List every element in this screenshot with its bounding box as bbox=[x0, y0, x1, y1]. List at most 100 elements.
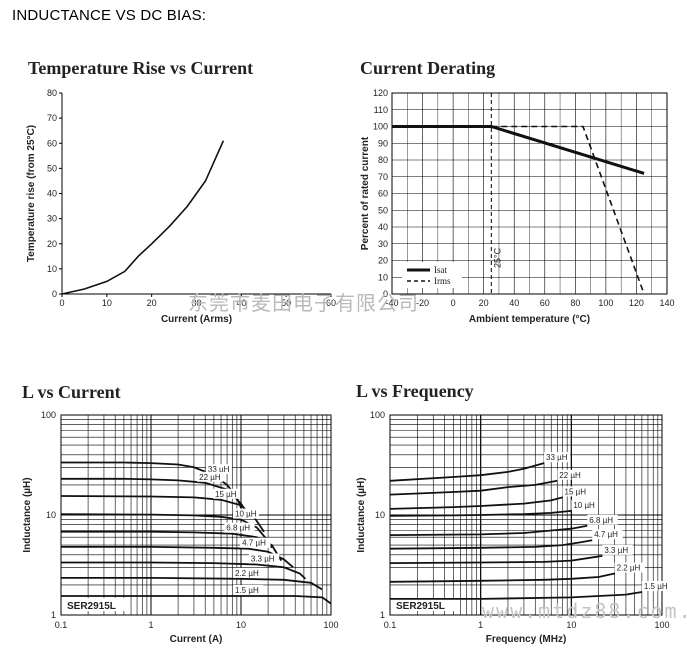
series-label-background bbox=[213, 488, 240, 499]
series-label: 2.2 µH bbox=[235, 569, 259, 578]
series-line bbox=[61, 595, 332, 605]
plot-frame bbox=[391, 92, 668, 295]
y-tick-label: 100 bbox=[370, 410, 385, 420]
chart-title: L vs Current bbox=[22, 382, 121, 402]
series-label-background bbox=[248, 553, 280, 564]
series-label-background bbox=[205, 464, 232, 475]
series-line bbox=[389, 539, 593, 550]
chart-temperature-rise: Temperature Rise vs Current 0 10 20 30 40 50 60… bbox=[26, 58, 336, 325]
y-tick-label: 30 bbox=[378, 239, 388, 249]
x-tick-label: -20 bbox=[416, 298, 429, 308]
series-label-background bbox=[592, 529, 623, 540]
y-tick-label: 1 bbox=[380, 610, 385, 620]
series-label: 33 µH bbox=[208, 465, 230, 474]
y-tick-label: 60 bbox=[378, 189, 388, 199]
y-tick-label: 40 bbox=[47, 189, 57, 199]
y-tick-label: 100 bbox=[41, 410, 56, 420]
x-tick-label: 10 bbox=[236, 620, 246, 630]
x-tick-label: -40 bbox=[385, 298, 398, 308]
y-axis-label: Temperature rise (from 25°C) bbox=[26, 125, 37, 262]
y-tick-label: 10 bbox=[375, 510, 385, 520]
part-number-background bbox=[64, 598, 126, 611]
y-tick-label: 10 bbox=[46, 510, 56, 520]
chart-title: L vs Frequency bbox=[356, 381, 474, 401]
y-tick-label: 70 bbox=[47, 113, 57, 123]
series-line bbox=[389, 572, 615, 583]
series-label: 3.3 µH bbox=[604, 546, 628, 555]
series-line bbox=[389, 524, 588, 536]
x-tick-label: 100 bbox=[654, 620, 669, 630]
series-label: 10 µH bbox=[573, 501, 595, 510]
series-line bbox=[61, 140, 225, 295]
series-label-background bbox=[224, 522, 255, 533]
series-label-background bbox=[614, 562, 645, 573]
series-line bbox=[389, 462, 545, 482]
legend-label: Irms bbox=[434, 276, 451, 286]
series-label: 6.8 µH bbox=[589, 516, 613, 525]
x-tick-label: 40 bbox=[509, 298, 519, 308]
y-tick-label: 0 bbox=[383, 289, 388, 299]
x-tick-label: 0.1 bbox=[384, 620, 397, 630]
x-tick-label: 120 bbox=[629, 298, 644, 308]
y-tick-label: 20 bbox=[47, 239, 57, 249]
series-label-background bbox=[571, 499, 598, 510]
series-label-background bbox=[544, 452, 571, 463]
series-label: 15 µH bbox=[565, 487, 587, 496]
x-axis-label: Ambient temperature (°C) bbox=[469, 314, 590, 325]
x-tick-label: 100 bbox=[323, 620, 338, 630]
plot-frame bbox=[60, 414, 332, 616]
y-tick-label: 20 bbox=[378, 256, 388, 266]
x-tick-label: 100 bbox=[598, 298, 613, 308]
series-line-irms bbox=[491, 125, 645, 295]
series-line-isat bbox=[392, 125, 645, 175]
x-tick-label: 10 bbox=[566, 620, 576, 630]
x-tick-label: 0 bbox=[451, 298, 456, 308]
y-axis-label: Inductance (µH) bbox=[22, 477, 33, 552]
series-line bbox=[389, 479, 558, 496]
y-tick-label: 40 bbox=[378, 222, 388, 232]
series-label-background bbox=[240, 537, 271, 548]
chart-title: Temperature Rise vs Current bbox=[28, 58, 253, 78]
y-tick-label: 0 bbox=[52, 289, 57, 299]
series-label-background bbox=[233, 584, 264, 595]
y-tick-label: 50 bbox=[47, 163, 57, 173]
x-tick-label: 1 bbox=[148, 620, 153, 630]
watermark-url: www.mtdz88.com.cn bbox=[482, 599, 687, 623]
series-label: 15 µH bbox=[215, 490, 237, 499]
part-number: SER2915L bbox=[67, 601, 116, 612]
part-number-background bbox=[393, 598, 455, 611]
series-label-background bbox=[641, 580, 673, 591]
y-tick-label: 110 bbox=[374, 105, 388, 115]
series-label-background bbox=[233, 508, 259, 519]
y-tick-label: 80 bbox=[47, 88, 57, 98]
series-line bbox=[389, 496, 563, 510]
x-tick-label: 20 bbox=[147, 298, 157, 308]
series-line bbox=[61, 477, 249, 516]
y-axis-label: Percent of rated current bbox=[360, 136, 371, 250]
series-label-background bbox=[587, 514, 618, 525]
y-tick-label: 80 bbox=[378, 155, 388, 165]
series-label: 10 µH bbox=[235, 510, 257, 519]
y-tick-label: 10 bbox=[47, 264, 57, 274]
x-tick-label: 50 bbox=[281, 298, 291, 308]
legend-background bbox=[402, 262, 462, 288]
x-tick-label: 20 bbox=[479, 298, 489, 308]
y-tick-label: 50 bbox=[378, 205, 388, 215]
series-label-background bbox=[557, 469, 584, 480]
series-label-background bbox=[197, 471, 224, 482]
x-tick-label: 1 bbox=[478, 620, 483, 630]
x-tick-label: 10 bbox=[102, 298, 112, 308]
series-line bbox=[390, 591, 643, 600]
y-tick-label: 70 bbox=[378, 172, 388, 182]
y-tick-label: 120 bbox=[373, 88, 388, 98]
x-tick-label: 80 bbox=[570, 298, 580, 308]
x-tick-label: 60 bbox=[540, 298, 550, 308]
series-line bbox=[61, 577, 323, 591]
series-line bbox=[61, 546, 294, 568]
x-axis-label: Current (A) bbox=[170, 634, 223, 645]
series-label: 22 µH bbox=[199, 473, 221, 482]
x-axis-label: Current (Arms) bbox=[161, 314, 232, 325]
